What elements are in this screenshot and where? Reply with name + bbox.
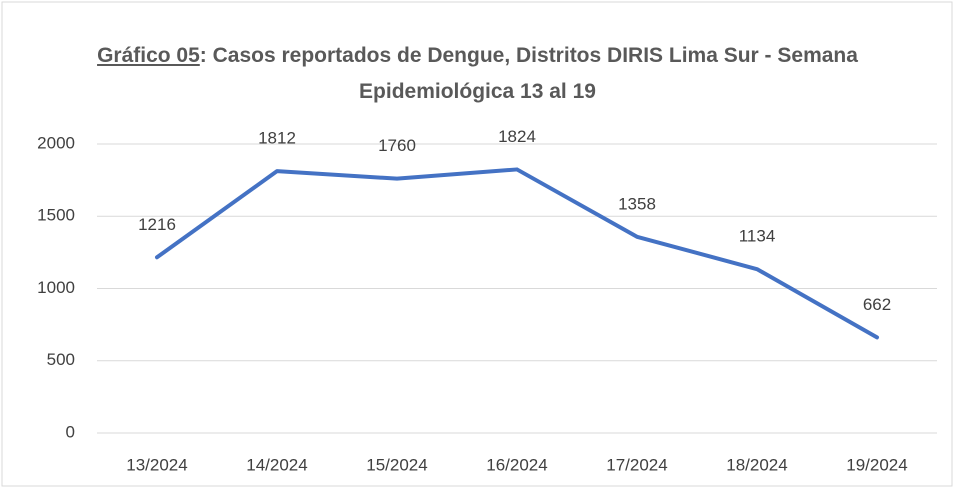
data-label: 1760 (378, 136, 416, 155)
data-label: 1216 (138, 215, 176, 234)
data-label: 1824 (498, 127, 536, 146)
y-tick-label: 2000 (37, 133, 75, 152)
y-tick-label: 1500 (37, 206, 75, 225)
x-tick-label: 17/2024 (606, 455, 667, 474)
title-text: : Casos reportados de Dengue, Distritos … (199, 44, 858, 103)
x-tick-label: 14/2024 (246, 455, 307, 474)
line (155, 167, 879, 340)
x-tick-label: 16/2024 (486, 455, 547, 474)
data-label: 1812 (258, 129, 296, 148)
y-tick-label: 0 (66, 422, 75, 441)
chart-title: Gráfico 05: Casos reportados de Dengue, … (95, 38, 860, 110)
x-tick-label: 18/2024 (726, 455, 787, 474)
y-tick-label: 1000 (37, 278, 75, 297)
x-tick-label: 19/2024 (846, 455, 907, 474)
x-tick-label: 15/2024 (366, 455, 427, 474)
data-label: 662 (863, 295, 891, 314)
data-label: 1358 (618, 194, 656, 213)
data-label: 1134 (739, 227, 776, 246)
y-tick-label: 500 (47, 350, 75, 369)
x-tick-label: 13/2024 (126, 455, 187, 474)
title-prefix: Gráfico 05 (97, 44, 200, 67)
